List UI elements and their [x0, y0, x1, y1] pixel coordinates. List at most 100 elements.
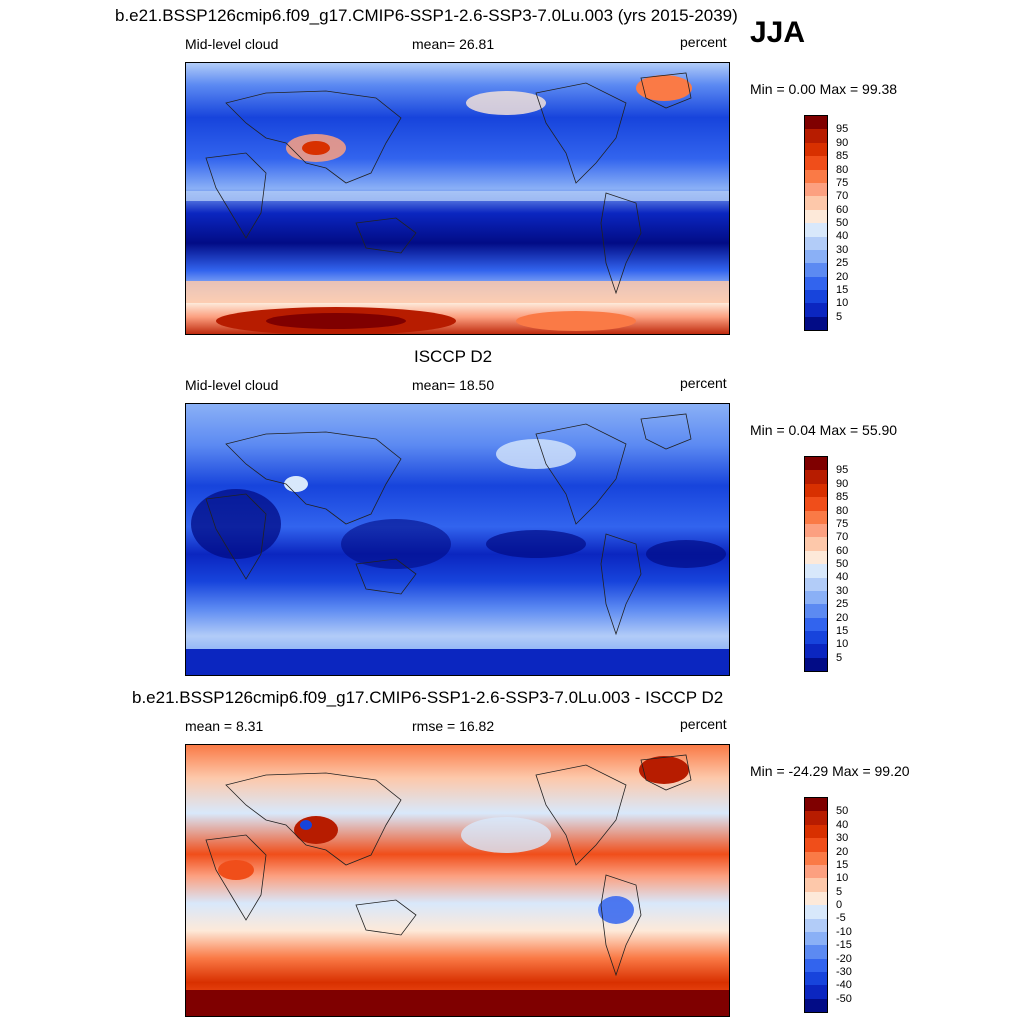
panel3-minmax: Min = -24.29 Max = 99.20: [750, 763, 910, 779]
colorbar-label: 20: [836, 612, 849, 624]
colorbar-label: 80: [836, 164, 849, 176]
colorbar-label: 95: [836, 123, 849, 135]
colorbar-label: 50: [836, 558, 849, 570]
colorbar-swatch: [805, 631, 827, 645]
panel1-minmax: Min = 0.00 Max = 99.38: [750, 81, 898, 97]
colorbar-swatch: [805, 905, 827, 919]
colorbar-label: 20: [836, 846, 849, 858]
colorbar-label: 90: [836, 137, 849, 149]
panel2-units-label: percent: [680, 375, 727, 391]
colorbar-label: 95: [836, 464, 849, 476]
colorbar-swatch: [805, 644, 827, 658]
colorbar-swatch: [805, 985, 827, 999]
colorbar-label: -30: [836, 966, 852, 978]
panel3-title: b.e21.BSSP126cmip6.f09_g17.CMIP6-SSP1-2.…: [132, 688, 724, 707]
colorbar-swatch: [805, 223, 827, 237]
colorbar-swatch: [805, 998, 827, 1013]
colorbar-swatch: [805, 945, 827, 959]
colorbar-label: 40: [836, 230, 849, 242]
colorbar-swatch: [805, 263, 827, 277]
panel1-mean-label: mean= 26.81: [412, 36, 495, 52]
colorbar-swatch: [805, 604, 827, 618]
panel1-colorbar: [804, 115, 828, 332]
colorbar-label: 70: [836, 190, 849, 202]
colorbar-swatch: [805, 931, 827, 946]
panel1-map: [185, 62, 730, 335]
colorbar-label: 75: [836, 177, 849, 189]
colorbar-swatch: [805, 657, 827, 672]
colorbar-swatch: [805, 798, 827, 812]
colorbar-swatch: [805, 129, 827, 143]
panel2-minmax: Min = 0.04 Max = 55.90: [750, 422, 898, 438]
colorbar-label: 5: [836, 652, 843, 664]
colorbar-swatch: [805, 470, 827, 484]
colorbar-swatch: [805, 590, 827, 605]
colorbar-swatch: [805, 497, 827, 511]
panel3-colorbar: [804, 797, 828, 1014]
colorbar-swatch: [805, 196, 827, 210]
colorbar-swatch: [805, 577, 827, 591]
colorbar-label: -10: [836, 926, 852, 938]
colorbar-label: 30: [836, 832, 849, 844]
colorbar-label: -20: [836, 953, 852, 965]
colorbar-swatch: [805, 457, 827, 471]
colorbar-label: 85: [836, 150, 849, 162]
colorbar-label: 0: [836, 899, 843, 911]
colorbar-swatch: [805, 209, 827, 224]
colorbar-label: 15: [836, 625, 849, 637]
colorbar-label: -15: [836, 939, 852, 951]
colorbar-swatch: [805, 116, 827, 130]
colorbar-label: 5: [836, 311, 843, 323]
colorbar-swatch: [805, 851, 827, 865]
panel1-title: b.e21.BSSP126cmip6.f09_g17.CMIP6-SSP1-2.…: [115, 6, 738, 25]
colorbar-swatch: [805, 550, 827, 565]
colorbar-label: 15: [836, 859, 849, 871]
colorbar-swatch: [805, 510, 827, 524]
panel1-units-label: percent: [680, 34, 727, 50]
panel2-field: [186, 404, 729, 675]
colorbar-swatch: [805, 811, 827, 825]
colorbar-swatch: [805, 537, 827, 551]
colorbar-swatch: [805, 891, 827, 906]
panel2-title: ISCCP D2: [414, 347, 493, 366]
colorbar-label: 30: [836, 244, 849, 256]
colorbar-swatch: [805, 864, 827, 879]
panel1-left-label: Mid-level cloud: [185, 36, 279, 52]
colorbar-swatch: [805, 838, 827, 852]
colorbar-label: 80: [836, 505, 849, 517]
panel2-mean-label: mean= 18.50: [412, 377, 495, 393]
colorbar-label: 30: [836, 585, 849, 597]
panel3-field: [186, 745, 729, 1016]
colorbar-label: -5: [836, 912, 846, 924]
colorbar-label: 10: [836, 872, 849, 884]
colorbar-label: -40: [836, 979, 852, 991]
colorbar-swatch: [805, 878, 827, 892]
colorbar-swatch: [805, 182, 827, 197]
colorbar-swatch: [805, 276, 827, 291]
colorbar-swatch: [805, 316, 827, 331]
colorbar-swatch: [805, 236, 827, 250]
colorbar-label: -50: [836, 993, 852, 1005]
colorbar-label: 85: [836, 491, 849, 503]
colorbar-swatch: [805, 290, 827, 304]
colorbar-label: 10: [836, 297, 849, 309]
colorbar-label: 60: [836, 204, 849, 216]
panel3-units-label: percent: [680, 716, 727, 732]
panel3-mean-label: mean = 8.31: [185, 718, 264, 734]
colorbar-swatch: [805, 142, 827, 157]
colorbar-label: 75: [836, 518, 849, 530]
panel2-left-label: Mid-level cloud: [185, 377, 279, 393]
colorbar-label: 20: [836, 271, 849, 283]
colorbar-swatch: [805, 156, 827, 170]
colorbar-swatch: [805, 824, 827, 839]
colorbar-label: 40: [836, 819, 849, 831]
colorbar-label: 50: [836, 805, 849, 817]
panel3-rmse-label: rmse = 16.82: [412, 718, 495, 734]
colorbar-label: 5: [836, 886, 843, 898]
colorbar-label: 90: [836, 478, 849, 490]
colorbar-label: 10: [836, 638, 849, 650]
colorbar-swatch: [805, 564, 827, 578]
colorbar-label: 25: [836, 598, 849, 610]
colorbar-swatch: [805, 958, 827, 973]
colorbar-swatch: [805, 617, 827, 632]
